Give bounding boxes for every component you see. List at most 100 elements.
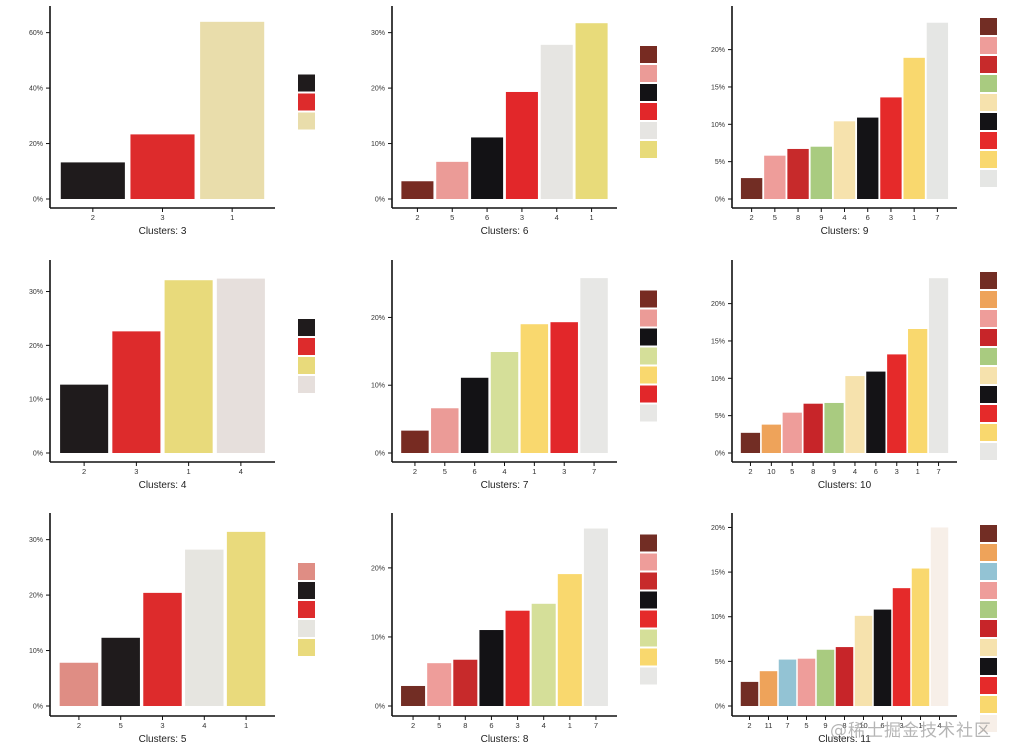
bar-cluster-9 xyxy=(810,146,832,199)
panel-title: Clusters: 8 xyxy=(481,734,529,745)
y-tick-label: 20% xyxy=(29,593,43,600)
legend-swatch-5 xyxy=(640,65,657,82)
panel-title: Clusters: 11 xyxy=(818,734,871,745)
bar-cluster-2 xyxy=(401,430,429,453)
legend-swatch-1 xyxy=(980,151,997,168)
y-tick-label: 10% xyxy=(371,383,385,390)
x-tick-label: 1 xyxy=(918,721,922,730)
legend-swatch-7 xyxy=(640,667,657,685)
x-tick-label: 1 xyxy=(912,213,916,222)
bar-cluster-5 xyxy=(431,408,459,453)
x-tick-label: 6 xyxy=(485,213,489,222)
x-tick-label: 10 xyxy=(767,467,775,476)
x-tick-label: 8 xyxy=(842,721,846,730)
legend-swatch-2 xyxy=(298,74,315,92)
bar-cluster-8 xyxy=(453,659,478,706)
y-tick-label: 0% xyxy=(375,197,385,204)
legend xyxy=(640,534,657,685)
x-tick-label: 1 xyxy=(532,467,536,476)
x-tick-label: 6 xyxy=(880,721,884,730)
legend-swatch-9 xyxy=(980,348,997,365)
legend-swatch-10 xyxy=(980,639,997,656)
x-tick-label: 4 xyxy=(502,467,506,476)
panel-title: Clusters: 6 xyxy=(481,226,529,237)
bar-cluster-10 xyxy=(854,615,873,706)
legend-swatch-3 xyxy=(298,601,315,618)
legend-swatch-5 xyxy=(640,309,657,327)
x-tick-label: 7 xyxy=(594,721,598,730)
bar-cluster-4 xyxy=(185,549,224,706)
bar-cluster-4 xyxy=(531,603,556,706)
x-tick-label: 3 xyxy=(520,213,524,222)
x-tick-label: 5 xyxy=(443,467,447,476)
x-tick-label: 8 xyxy=(796,213,800,222)
y-tick-label: 10% xyxy=(371,634,385,641)
legend-swatch-7 xyxy=(980,563,997,580)
bar-cluster-5 xyxy=(101,637,140,706)
legend-swatch-1 xyxy=(298,112,315,130)
bar-cluster-1 xyxy=(575,23,608,199)
legend-swatch-5 xyxy=(980,37,997,54)
x-tick-label: 1 xyxy=(916,467,920,476)
bar-cluster-5 xyxy=(782,412,802,453)
legend-swatch-3 xyxy=(980,405,997,422)
bar-cluster-4 xyxy=(216,278,265,453)
legend-swatch-3 xyxy=(980,677,997,694)
x-tick-label: 6 xyxy=(489,721,493,730)
y-tick-label: 10% xyxy=(711,376,725,383)
bar-cluster-7 xyxy=(580,278,608,453)
legend-swatch-5 xyxy=(980,582,997,599)
legend-swatch-2 xyxy=(298,319,315,336)
x-tick-label: 3 xyxy=(889,213,893,222)
bar-cluster-1 xyxy=(903,57,925,200)
x-tick-label: 2 xyxy=(77,721,81,730)
bar-cluster-7 xyxy=(778,659,797,706)
panel-title: Clusters: 5 xyxy=(139,734,187,745)
legend-swatch-2 xyxy=(640,534,657,552)
legend xyxy=(640,290,657,422)
x-tick-label: 7 xyxy=(936,467,940,476)
watermark: @稀土掘金技术社区 xyxy=(830,721,992,741)
x-tick-label: 5 xyxy=(437,721,441,730)
bar-cluster-5 xyxy=(797,658,816,706)
legend-swatch-7 xyxy=(980,443,997,460)
legend-swatch-6 xyxy=(640,591,657,609)
bar-cluster-8 xyxy=(787,148,809,199)
y-tick-label: 0% xyxy=(375,451,385,458)
y-tick-label: 0% xyxy=(33,704,43,711)
bar-cluster-6 xyxy=(857,117,879,199)
chart-panel-7: 0% 10% 20% 30% 2 5 3 4 1 Clusters: 5 xyxy=(29,513,315,745)
x-tick-label: 10 xyxy=(859,721,867,730)
y-tick-label: 30% xyxy=(371,30,385,37)
legend-swatch-1 xyxy=(640,648,657,666)
bar-cluster-4 xyxy=(490,352,519,453)
x-tick-label: 4 xyxy=(202,721,206,730)
legend-swatch-2 xyxy=(980,272,997,289)
bar-cluster-9 xyxy=(816,649,835,706)
x-tick-label: 1 xyxy=(230,213,234,222)
legend xyxy=(980,18,997,187)
y-tick-label: 5% xyxy=(715,413,725,420)
y-tick-label: 20% xyxy=(371,315,385,322)
x-tick-label: 3 xyxy=(562,467,566,476)
x-tick-label: 4 xyxy=(555,213,559,222)
y-tick-label: 5% xyxy=(715,659,725,666)
bar-cluster-1 xyxy=(164,280,213,453)
legend xyxy=(298,74,315,130)
legend-swatch-4 xyxy=(640,629,657,647)
legend-swatch-11 xyxy=(980,544,997,561)
x-tick-label: 9 xyxy=(832,467,836,476)
bar-cluster-3 xyxy=(887,354,907,453)
bar-cluster-7 xyxy=(583,528,608,706)
bar-cluster-8 xyxy=(803,403,823,453)
bar-cluster-2 xyxy=(401,181,434,199)
legend xyxy=(640,46,657,158)
x-tick-label: 6 xyxy=(866,213,870,222)
bar-cluster-3 xyxy=(892,588,911,706)
x-tick-label: 4 xyxy=(842,213,846,222)
x-tick-label: 2 xyxy=(413,467,417,476)
bar-cluster-2 xyxy=(740,681,759,706)
bar-cluster-9 xyxy=(824,402,844,453)
bar-cluster-5 xyxy=(436,161,469,199)
y-tick-label: 15% xyxy=(711,84,725,91)
